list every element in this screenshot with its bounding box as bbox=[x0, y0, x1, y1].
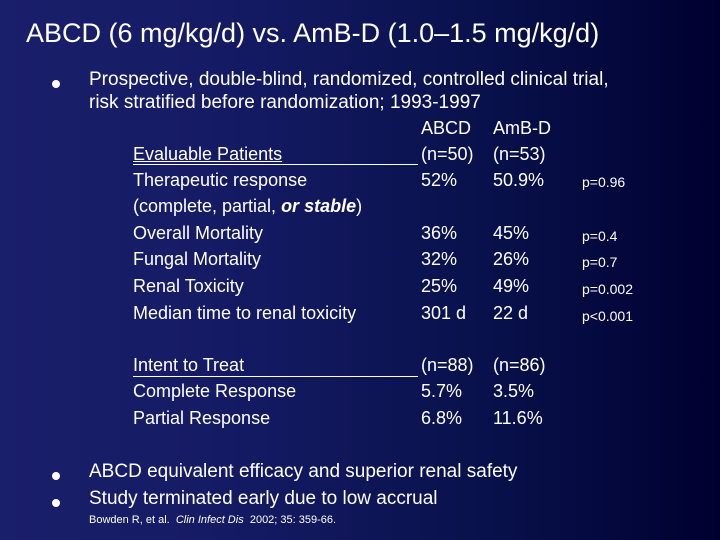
p-value: p=0.96 bbox=[582, 174, 626, 190]
n-abcd-itt: (n=88) bbox=[421, 355, 474, 375]
row-label: Complete Response bbox=[133, 381, 297, 401]
row-label: Renal Toxicity bbox=[133, 276, 244, 296]
value-abcd: 36% bbox=[421, 223, 458, 243]
value-ambd: 11.6% bbox=[493, 408, 543, 428]
value-ambd: 50.9% bbox=[493, 170, 545, 190]
row-label: Median time to renal toxicity bbox=[133, 303, 357, 323]
p-value: p<0.001 bbox=[582, 308, 633, 324]
citation-journal: Clin Infect Dis bbox=[175, 514, 244, 526]
value-abcd: 301 d bbox=[421, 303, 467, 323]
value-ambd: 49% bbox=[493, 276, 530, 296]
section-underline bbox=[133, 164, 418, 165]
row-label: Therapeutic response bbox=[133, 170, 308, 190]
bullet-dot: l bbox=[52, 80, 60, 88]
bullet-dot: l bbox=[52, 499, 60, 507]
bullet-text-intro-2: risk stratified before randomization; 19… bbox=[89, 92, 481, 113]
section-heading-itt: Intent to Treat bbox=[133, 355, 245, 375]
value-abcd: 32% bbox=[421, 249, 458, 269]
slide-title: ABCD (6 mg/kg/d) vs. AmB-D (1.0–1.5 mg/k… bbox=[26, 18, 600, 48]
value-abcd: 52% bbox=[421, 170, 458, 190]
value-abcd: 6.8% bbox=[421, 408, 463, 428]
value-ambd: 3.5% bbox=[493, 381, 535, 401]
p-value: p=0.002 bbox=[582, 281, 633, 297]
value-abcd: 25% bbox=[421, 276, 458, 296]
citation-ref: 2002; 35: 359-66. bbox=[249, 514, 337, 526]
bullet-text-conclusion-1: ABCD equivalent efficacy and superior re… bbox=[89, 461, 518, 482]
citation-authors: Bowden R, et al. bbox=[89, 514, 170, 526]
bullet-text-intro-1: Prospective, double-blind, randomized, c… bbox=[89, 69, 609, 90]
bullet-dot: l bbox=[52, 472, 60, 480]
value-ambd: 26% bbox=[493, 249, 530, 269]
row-label: Fungal Mortality bbox=[133, 249, 262, 269]
row-label-continued: (complete, partial, or stable) bbox=[133, 196, 363, 216]
n-ambd-evaluable: (n=53) bbox=[493, 144, 546, 164]
section-heading-evaluable: Evaluable Patients bbox=[133, 144, 283, 164]
p-value: p=0.7 bbox=[582, 254, 618, 270]
value-abcd: 5.7% bbox=[421, 381, 463, 401]
col-header-abcd: ABCD bbox=[421, 118, 472, 138]
value-ambd: 45% bbox=[493, 223, 530, 243]
row-label: Overall Mortality bbox=[133, 223, 264, 243]
section-underline bbox=[133, 376, 418, 377]
bullet-text-conclusion-2: Study terminated early due to low accrua… bbox=[89, 488, 438, 509]
n-ambd-itt: (n=86) bbox=[493, 355, 546, 375]
p-value: p=0.4 bbox=[582, 228, 618, 244]
citation: Bowden R, et al. Clin Infect Dis 2002; 3… bbox=[89, 514, 336, 526]
n-abcd-evaluable: (n=50) bbox=[421, 144, 474, 164]
value-ambd: 22 d bbox=[493, 303, 529, 323]
col-header-ambd: AmB-D bbox=[493, 118, 551, 138]
row-label: Partial Response bbox=[133, 408, 271, 428]
